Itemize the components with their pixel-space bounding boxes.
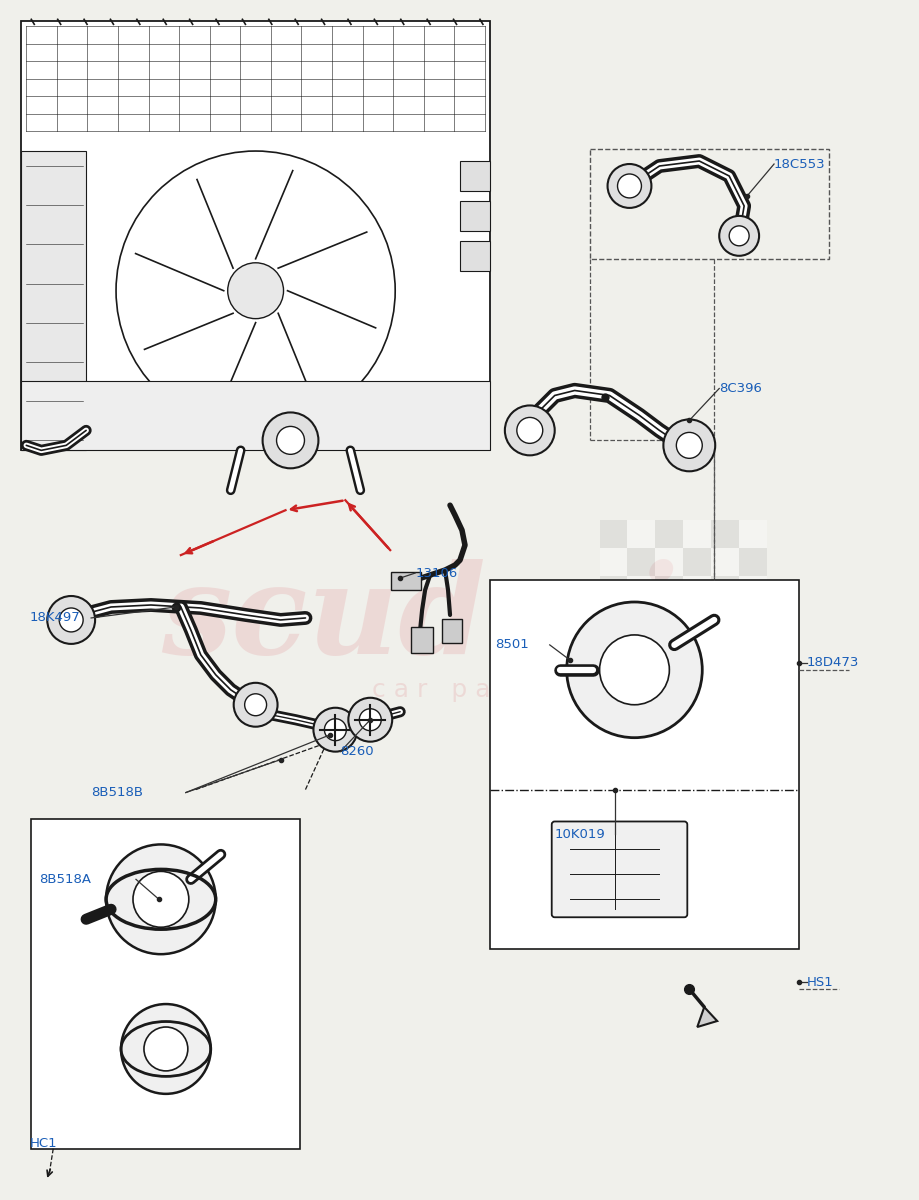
Text: 8B518A: 8B518A: [40, 872, 91, 886]
Bar: [599, 632, 627, 660]
Text: 8260: 8260: [340, 745, 374, 758]
Circle shape: [617, 174, 641, 198]
Circle shape: [719, 216, 758, 256]
Text: c a r   p a r t s: c a r p a r t s: [371, 678, 548, 702]
Circle shape: [233, 683, 278, 727]
Bar: [683, 576, 710, 604]
Polygon shape: [697, 1007, 717, 1027]
FancyBboxPatch shape: [411, 626, 433, 653]
Circle shape: [121, 1004, 210, 1094]
Bar: [683, 632, 710, 660]
Text: 8501: 8501: [494, 638, 528, 652]
FancyBboxPatch shape: [441, 619, 461, 643]
Text: 10K019: 10K019: [554, 828, 605, 841]
Circle shape: [505, 406, 554, 455]
Circle shape: [675, 432, 701, 458]
Bar: [654, 520, 683, 548]
Bar: [627, 660, 654, 688]
Bar: [710, 604, 738, 632]
Bar: [654, 632, 683, 660]
Bar: [460, 241, 490, 271]
Bar: [599, 520, 627, 548]
Bar: [627, 632, 654, 660]
Bar: [738, 520, 766, 548]
Bar: [683, 604, 710, 632]
Circle shape: [729, 226, 748, 246]
Bar: [460, 200, 490, 230]
Text: 8C396: 8C396: [719, 382, 761, 395]
Circle shape: [228, 263, 283, 319]
Text: 18K497: 18K497: [29, 612, 80, 624]
Bar: [627, 604, 654, 632]
Circle shape: [348, 697, 391, 742]
Text: HS1: HS1: [806, 976, 833, 989]
Bar: [21, 151, 86, 450]
Circle shape: [277, 426, 304, 455]
FancyBboxPatch shape: [21, 22, 490, 450]
Circle shape: [59, 608, 83, 632]
Bar: [599, 604, 627, 632]
Circle shape: [324, 719, 346, 740]
FancyBboxPatch shape: [391, 572, 421, 590]
Bar: [654, 576, 683, 604]
Text: 18D473: 18D473: [806, 656, 858, 670]
Circle shape: [106, 845, 215, 954]
Bar: [710, 632, 738, 660]
Bar: [683, 660, 710, 688]
Circle shape: [244, 694, 267, 715]
Text: scuderia: scuderia: [161, 559, 758, 680]
Bar: [490, 580, 798, 949]
Bar: [683, 548, 710, 576]
Bar: [31, 820, 301, 1148]
Bar: [710, 576, 738, 604]
Bar: [21, 380, 490, 450]
Bar: [738, 660, 766, 688]
Bar: [738, 604, 766, 632]
Bar: [710, 548, 738, 576]
Text: HC1: HC1: [29, 1138, 57, 1151]
Circle shape: [313, 708, 357, 751]
Bar: [627, 520, 654, 548]
Circle shape: [143, 1027, 187, 1070]
Bar: [710, 520, 738, 548]
Text: 13106: 13106: [414, 566, 457, 580]
Bar: [599, 660, 627, 688]
Bar: [654, 604, 683, 632]
Circle shape: [607, 164, 651, 208]
FancyBboxPatch shape: [551, 822, 686, 917]
Circle shape: [566, 602, 701, 738]
Bar: [654, 660, 683, 688]
Bar: [627, 548, 654, 576]
Bar: [738, 548, 766, 576]
Circle shape: [359, 709, 380, 731]
Circle shape: [663, 420, 714, 472]
Circle shape: [47, 596, 95, 644]
Bar: [738, 576, 766, 604]
Circle shape: [262, 413, 318, 468]
Bar: [599, 548, 627, 576]
Bar: [738, 632, 766, 660]
Text: 8B518B: 8B518B: [91, 786, 143, 799]
Bar: [683, 520, 710, 548]
Circle shape: [599, 635, 669, 704]
Circle shape: [516, 418, 542, 443]
Bar: [589, 149, 828, 259]
Bar: [654, 548, 683, 576]
Bar: [710, 660, 738, 688]
Circle shape: [133, 871, 188, 928]
Bar: [627, 576, 654, 604]
Text: 18C553: 18C553: [773, 157, 824, 170]
Bar: [460, 161, 490, 191]
Bar: [599, 576, 627, 604]
